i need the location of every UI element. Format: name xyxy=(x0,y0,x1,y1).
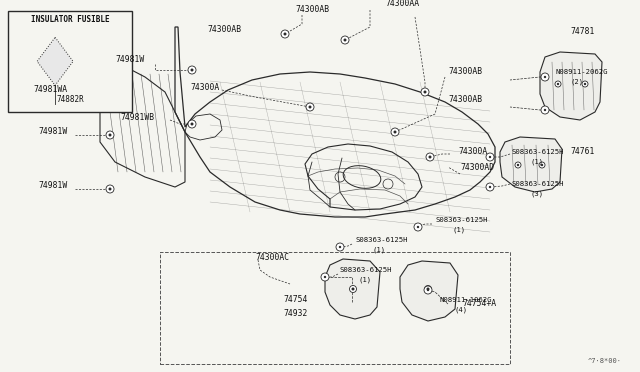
Circle shape xyxy=(541,73,549,81)
Circle shape xyxy=(109,93,111,96)
Circle shape xyxy=(414,223,422,231)
Circle shape xyxy=(421,88,429,96)
Text: 74300AB: 74300AB xyxy=(448,67,482,77)
Text: S08363-6125H: S08363-6125H xyxy=(340,267,392,273)
Circle shape xyxy=(191,122,193,125)
Circle shape xyxy=(106,131,114,139)
Text: 74300AC: 74300AC xyxy=(255,253,289,262)
Circle shape xyxy=(109,187,111,190)
FancyBboxPatch shape xyxy=(8,11,132,112)
Circle shape xyxy=(321,273,329,281)
Text: 74981W: 74981W xyxy=(116,55,145,64)
Text: S08363-6125H: S08363-6125H xyxy=(355,237,408,243)
Text: 74300AB: 74300AB xyxy=(448,96,482,105)
Circle shape xyxy=(349,285,356,292)
Circle shape xyxy=(517,164,519,166)
Text: (1): (1) xyxy=(358,277,371,283)
Text: 74754+A: 74754+A xyxy=(462,299,496,308)
Text: 74781: 74781 xyxy=(570,28,595,36)
Text: ^7·8*00·: ^7·8*00· xyxy=(588,358,622,364)
Circle shape xyxy=(308,106,312,109)
Circle shape xyxy=(341,36,349,44)
Text: (4): (4) xyxy=(455,307,468,313)
Text: 74754: 74754 xyxy=(284,295,308,305)
Text: 74300AB: 74300AB xyxy=(208,26,242,35)
Circle shape xyxy=(427,289,429,291)
Polygon shape xyxy=(325,259,380,319)
Text: S08363-6125H: S08363-6125H xyxy=(512,149,564,155)
Circle shape xyxy=(106,90,114,98)
Circle shape xyxy=(515,162,521,168)
Text: (2): (2) xyxy=(570,79,583,85)
Polygon shape xyxy=(540,52,602,120)
Circle shape xyxy=(281,30,289,38)
Text: 74761: 74761 xyxy=(570,148,595,157)
Circle shape xyxy=(582,81,588,87)
Text: (1): (1) xyxy=(530,159,543,165)
Circle shape xyxy=(424,286,432,294)
Text: (1): (1) xyxy=(373,247,386,253)
Circle shape xyxy=(541,164,543,166)
Text: 74300A: 74300A xyxy=(458,148,487,157)
Text: S08363-6125H: S08363-6125H xyxy=(512,181,564,187)
Circle shape xyxy=(544,109,546,111)
Circle shape xyxy=(339,246,341,248)
Circle shape xyxy=(486,153,494,161)
Circle shape xyxy=(188,66,196,74)
Circle shape xyxy=(584,83,586,85)
Circle shape xyxy=(555,81,561,87)
Circle shape xyxy=(544,76,546,78)
Text: N08911-1062G: N08911-1062G xyxy=(440,297,493,303)
Text: 74981WA: 74981WA xyxy=(34,86,68,94)
Circle shape xyxy=(541,106,549,114)
Text: N08911-2062G: N08911-2062G xyxy=(555,69,607,75)
Text: (1): (1) xyxy=(453,227,466,233)
Circle shape xyxy=(394,131,397,134)
Circle shape xyxy=(109,134,111,137)
Text: 74300AB: 74300AB xyxy=(295,6,329,15)
Text: 74981W: 74981W xyxy=(39,128,68,137)
Circle shape xyxy=(429,155,431,158)
Text: 74981WB: 74981WB xyxy=(121,112,155,122)
Text: 74981W: 74981W xyxy=(39,182,68,190)
Text: (3): (3) xyxy=(530,191,543,197)
Circle shape xyxy=(486,183,494,191)
Text: 74932: 74932 xyxy=(284,310,308,318)
Circle shape xyxy=(426,288,429,291)
Circle shape xyxy=(391,128,399,136)
Text: 74300A: 74300A xyxy=(191,83,220,92)
Circle shape xyxy=(417,226,419,228)
Circle shape xyxy=(426,153,434,161)
Circle shape xyxy=(344,38,346,42)
Circle shape xyxy=(284,32,287,35)
Circle shape xyxy=(489,156,492,158)
Polygon shape xyxy=(500,137,562,192)
Circle shape xyxy=(424,90,426,93)
Circle shape xyxy=(188,120,196,128)
Polygon shape xyxy=(400,261,458,321)
Circle shape xyxy=(191,68,193,71)
Circle shape xyxy=(106,185,114,193)
Circle shape xyxy=(306,103,314,111)
Text: 74300AD: 74300AD xyxy=(460,163,494,171)
Circle shape xyxy=(351,288,355,291)
Circle shape xyxy=(489,186,492,188)
Circle shape xyxy=(336,243,344,251)
Polygon shape xyxy=(37,37,73,86)
Circle shape xyxy=(557,83,559,85)
Circle shape xyxy=(424,285,431,292)
Text: 74882R: 74882R xyxy=(56,94,84,103)
Circle shape xyxy=(324,276,326,278)
Text: S08363-6125H: S08363-6125H xyxy=(435,217,488,223)
Text: INSULATOR FUSIBLE: INSULATOR FUSIBLE xyxy=(31,15,109,24)
Text: 74300AA: 74300AA xyxy=(385,0,419,9)
Circle shape xyxy=(539,162,545,168)
